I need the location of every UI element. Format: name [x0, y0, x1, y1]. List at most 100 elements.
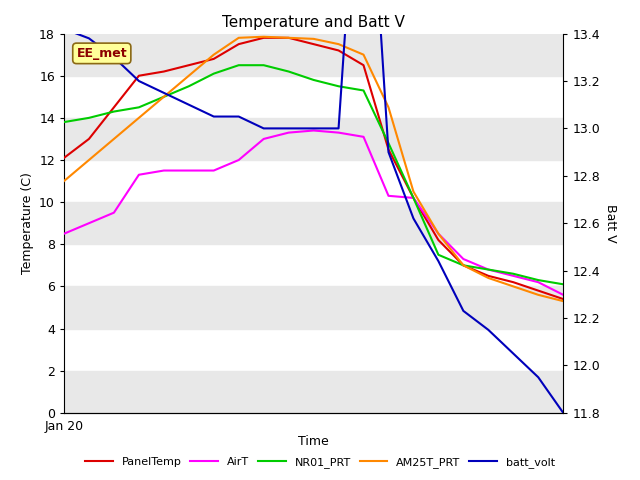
batt_volt [559, 410, 567, 416]
PanelTemp [559, 296, 567, 302]
AirT [360, 134, 367, 140]
Y-axis label: Temperature (C): Temperature (C) [20, 172, 33, 274]
Line: PanelTemp: PanelTemp [64, 38, 563, 299]
NR01_PRT [285, 69, 292, 74]
PanelTemp [484, 273, 492, 279]
AirT [160, 168, 168, 173]
AM25T_PRT [360, 52, 367, 58]
Y-axis label: Batt V: Batt V [604, 204, 617, 242]
AM25T_PRT [435, 231, 442, 237]
AM25T_PRT [185, 73, 193, 79]
AM25T_PRT [509, 284, 517, 289]
NR01_PRT [410, 195, 417, 201]
AirT [85, 220, 93, 226]
NR01_PRT [335, 84, 342, 89]
PanelTemp [110, 105, 118, 110]
AirT [559, 292, 567, 298]
NR01_PRT [235, 62, 243, 68]
AirT [534, 279, 542, 285]
AirT [310, 128, 317, 133]
PanelTemp [360, 62, 367, 68]
Legend: PanelTemp, AirT, NR01_PRT, AM25T_PRT, batt_volt: PanelTemp, AirT, NR01_PRT, AM25T_PRT, ba… [80, 452, 560, 472]
Bar [64, 371, 563, 413]
NR01_PRT [534, 277, 542, 283]
batt_volt [509, 351, 517, 357]
batt_volt [210, 114, 218, 120]
NR01_PRT [210, 71, 218, 76]
AM25T_PRT [135, 115, 143, 121]
PanelTemp [160, 69, 168, 74]
NR01_PRT [559, 281, 567, 287]
PanelTemp [335, 48, 342, 53]
AM25T_PRT [559, 298, 567, 304]
PanelTemp [235, 41, 243, 47]
Line: AirT: AirT [64, 131, 563, 295]
AM25T_PRT [60, 178, 68, 184]
Line: AM25T_PRT: AM25T_PRT [64, 37, 563, 301]
batt_volt [235, 114, 243, 120]
AM25T_PRT [310, 36, 317, 42]
Bar [64, 118, 563, 160]
batt_volt [135, 78, 143, 84]
Text: EE_met: EE_met [77, 47, 127, 60]
PanelTemp [60, 155, 68, 161]
AirT [460, 256, 467, 262]
batt_volt [160, 90, 168, 96]
batt_volt [310, 126, 317, 132]
AirT [110, 210, 118, 216]
batt_volt [335, 126, 342, 132]
Line: batt_volt: batt_volt [64, 0, 563, 413]
batt_volt [460, 308, 467, 314]
NR01_PRT [60, 119, 68, 125]
Title: Temperature and Batt V: Temperature and Batt V [222, 15, 405, 30]
AirT [484, 267, 492, 273]
batt_volt [110, 54, 118, 60]
PanelTemp [85, 136, 93, 142]
PanelTemp [460, 263, 467, 268]
Bar [64, 34, 563, 76]
PanelTemp [435, 237, 442, 243]
AirT [335, 130, 342, 135]
Bar [64, 202, 563, 244]
batt_volt [534, 374, 542, 380]
batt_volt [185, 102, 193, 108]
AirT [235, 157, 243, 163]
batt_volt [410, 216, 417, 221]
AirT [260, 136, 268, 142]
AirT [210, 168, 218, 173]
PanelTemp [410, 195, 417, 201]
PanelTemp [185, 62, 193, 68]
NR01_PRT [310, 77, 317, 83]
AM25T_PRT [285, 35, 292, 41]
NR01_PRT [360, 87, 367, 93]
AM25T_PRT [110, 136, 118, 142]
AirT [285, 130, 292, 135]
NR01_PRT [260, 62, 268, 68]
NR01_PRT [509, 271, 517, 276]
NR01_PRT [484, 267, 492, 273]
AM25T_PRT [160, 94, 168, 100]
AM25T_PRT [385, 105, 392, 110]
NR01_PRT [85, 115, 93, 121]
AM25T_PRT [460, 263, 467, 268]
AirT [410, 195, 417, 201]
PanelTemp [310, 41, 317, 47]
AM25T_PRT [410, 189, 417, 194]
batt_volt [435, 258, 442, 264]
PanelTemp [210, 56, 218, 62]
AM25T_PRT [484, 275, 492, 281]
AM25T_PRT [210, 52, 218, 58]
AirT [135, 172, 143, 178]
NR01_PRT [160, 94, 168, 100]
batt_volt [60, 26, 68, 32]
PanelTemp [135, 73, 143, 79]
PanelTemp [285, 35, 292, 41]
NR01_PRT [110, 108, 118, 114]
PanelTemp [534, 288, 542, 293]
AirT [509, 273, 517, 279]
AirT [60, 231, 68, 237]
batt_volt [260, 126, 268, 132]
AM25T_PRT [260, 34, 268, 40]
AM25T_PRT [235, 35, 243, 41]
PanelTemp [509, 279, 517, 285]
